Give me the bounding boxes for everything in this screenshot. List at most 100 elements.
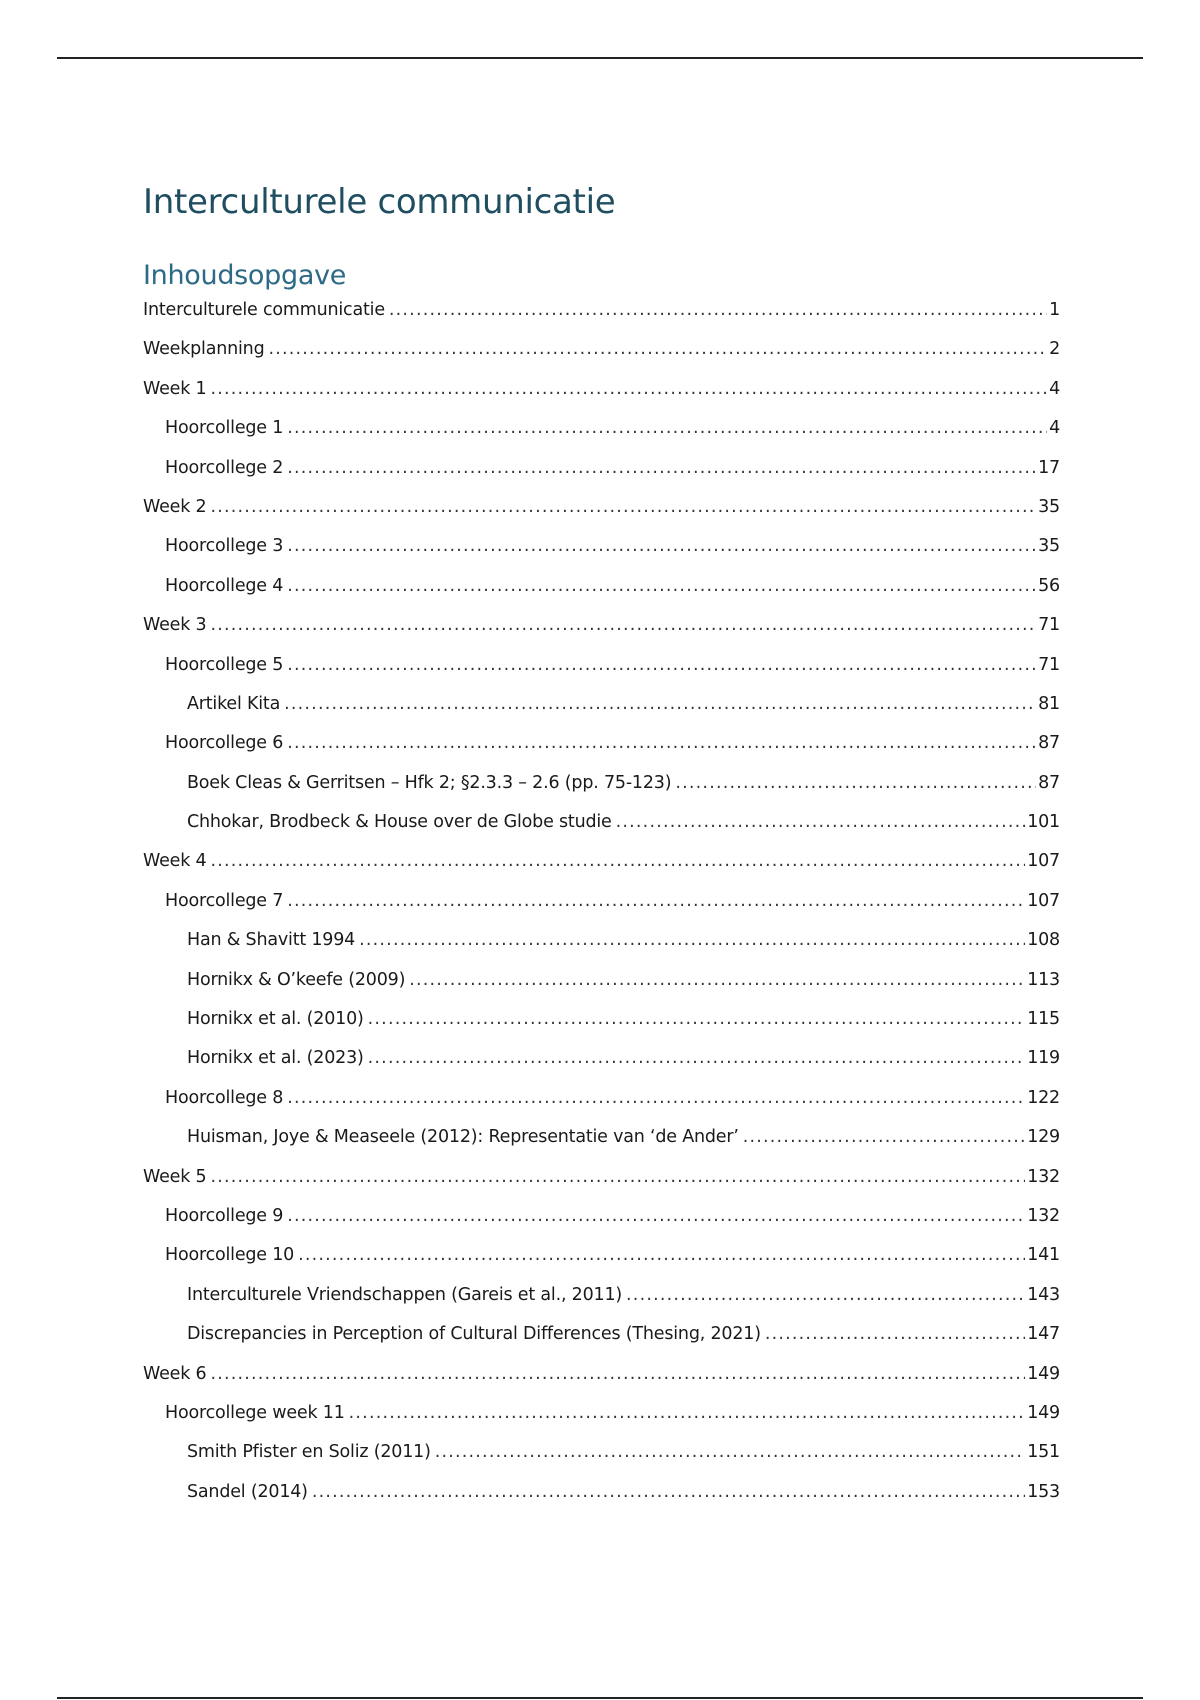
dot-leader [409,970,1025,990]
toc-entry-page: 107 [1027,890,1060,911]
toc-entry[interactable]: Weekplanning 2 [143,339,1060,378]
toc-entry-page: 108 [1027,930,1060,951]
dot-leader [743,1127,1025,1147]
toc-entry[interactable]: Hoorcollege 6 87 [143,733,1060,772]
toc-entry-label: Hoorcollege 1 [165,418,284,439]
toc-entry[interactable]: Week 6 149 [143,1364,1060,1403]
dot-leader [765,1324,1025,1344]
dot-leader [287,576,1036,596]
toc-entry[interactable]: Han & Shavitt 1994 108 [143,930,1060,969]
toc-entry[interactable]: Week 5 132 [143,1167,1060,1206]
toc-entry[interactable]: Hoorcollege 4 56 [143,576,1060,615]
toc-entry-label: Smith Pfister en Soliz (2011) [187,1442,431,1463]
dot-leader [287,536,1036,556]
toc-entry-page: 81 [1038,693,1060,714]
dot-leader [284,694,1036,714]
toc-entry-page: 2 [1049,339,1060,360]
dot-leader [287,1206,1025,1226]
dot-leader [312,1482,1025,1502]
toc-entry-label: Hoorcollege 2 [165,457,284,478]
document-title: Interculturele communicatie [143,182,616,222]
toc-entry-page: 153 [1027,1481,1060,1502]
toc-entry-label: Week 4 [143,851,207,872]
toc-entry[interactable]: Week 1 4 [143,379,1060,418]
dot-leader [435,1442,1025,1462]
toc-entry[interactable]: Interculturele Vriendschappen (Gareis et… [143,1285,1060,1324]
toc-entry-label: Weekplanning [143,339,265,360]
toc-entry-page: 35 [1038,536,1060,557]
toc-entry[interactable]: Hornikx & O’keefe (2009) 113 [143,970,1060,1009]
toc-entry[interactable]: Week 4 107 [143,851,1060,890]
toc-entry[interactable]: Smith Pfister en Soliz (2011) 151 [143,1442,1060,1481]
toc-entry-page: 132 [1027,1166,1060,1187]
toc-entry[interactable]: Hoorcollege 2 17 [143,458,1060,497]
dot-leader [389,300,1047,320]
dot-leader [616,812,1026,832]
toc-entry[interactable]: Interculturele communicatie 1 [143,300,1060,339]
toc-entry-label: Hoorcollege 4 [165,575,284,596]
toc-entry[interactable]: Hoorcollege 5 71 [143,655,1060,694]
toc-entry-page: 149 [1027,1363,1060,1384]
dot-leader [287,655,1036,675]
toc-entry[interactable]: Hornikx et al. (2010) 115 [143,1009,1060,1048]
toc-entry[interactable]: Boek Cleas & Gerritsen – Hfk 2; §2.3.3 –… [143,773,1060,812]
dot-leader [626,1285,1025,1305]
toc-entry-label: Hoorcollege 6 [165,733,284,754]
dot-leader [210,379,1047,399]
toc-entry-page: 4 [1049,378,1060,399]
toc-entry-page: 56 [1038,575,1060,596]
dot-leader [287,418,1047,438]
toc-entry-label: Interculturele Vriendschappen (Gareis et… [187,1284,623,1305]
dot-leader [675,773,1036,793]
toc-entry[interactable]: Hoorcollege 1 4 [143,418,1060,457]
toc-entry[interactable]: Hoorcollege 10 141 [143,1245,1060,1284]
dot-leader [210,1167,1025,1187]
toc-entry-page: 113 [1027,969,1060,990]
toc-entry[interactable]: Hoorcollege 8 122 [143,1088,1060,1127]
toc-entry-page: 35 [1038,496,1060,517]
footer-rule [57,1697,1143,1699]
toc-entry-page: 132 [1027,1205,1060,1226]
dot-leader [349,1403,1026,1423]
toc-entry-label: Artikel Kita [187,693,281,714]
toc-entry[interactable]: Hoorcollege 7 107 [143,891,1060,930]
toc-entry[interactable]: Hoorcollege 3 35 [143,536,1060,575]
toc-entry-label: Hoorcollege 7 [165,890,284,911]
dot-leader [210,1364,1025,1384]
toc-entry[interactable]: Artikel Kita 81 [143,694,1060,733]
toc-entry[interactable]: Discrepancies in Perception of Cultural … [143,1324,1060,1363]
dot-leader [359,930,1025,950]
toc-entry-page: 101 [1027,812,1060,833]
toc-entry[interactable]: Chhokar, Brodbeck & House over de Globe … [143,812,1060,851]
toc-entry-page: 143 [1027,1284,1060,1305]
toc-entry-page: 149 [1027,1402,1060,1423]
toc-entry[interactable]: Huisman, Joye & Measeele (2012): Represe… [143,1127,1060,1166]
toc-entry[interactable]: Hornikx et al. (2023) 119 [143,1048,1060,1087]
toc-entry-label: Hornikx & O’keefe (2009) [187,969,406,990]
toc-entry-label: Discrepancies in Perception of Cultural … [187,1324,761,1345]
toc-entry[interactable]: Sandel (2014) 153 [143,1482,1060,1521]
dot-leader [210,851,1025,871]
toc-entry-page: 107 [1027,851,1060,872]
toc-entry[interactable]: Week 3 71 [143,615,1060,654]
toc-entry-page: 119 [1027,1048,1060,1069]
dot-leader [210,497,1036,517]
toc-entry[interactable]: Hoorcollege week 11 149 [143,1403,1060,1442]
toc-entry-page: 129 [1027,1127,1060,1148]
toc-entry-label: Boek Cleas & Gerritsen – Hfk 2; §2.3.3 –… [187,772,672,793]
toc-entry-label: Week 6 [143,1363,207,1384]
dot-leader [287,891,1025,911]
toc-entry-label: Week 5 [143,1166,207,1187]
dot-leader [287,458,1036,478]
toc-entry-label: Week 2 [143,496,207,517]
toc-entry-page: 17 [1038,457,1060,478]
table-of-contents: Interculturele communicatie 1 Weekplanning… [143,300,1060,1521]
dot-leader [298,1245,1025,1265]
toc-entry-label: Han & Shavitt 1994 [187,930,356,951]
toc-entry[interactable]: Hoorcollege 9 132 [143,1206,1060,1245]
toc-entry-label: Hornikx et al. (2023) [187,1048,364,1069]
toc-entry-page: 4 [1049,418,1060,439]
toc-entry[interactable]: Week 2 35 [143,497,1060,536]
toc-entry-label: Hornikx et al. (2010) [187,1009,364,1030]
dot-leader [368,1009,1026,1029]
